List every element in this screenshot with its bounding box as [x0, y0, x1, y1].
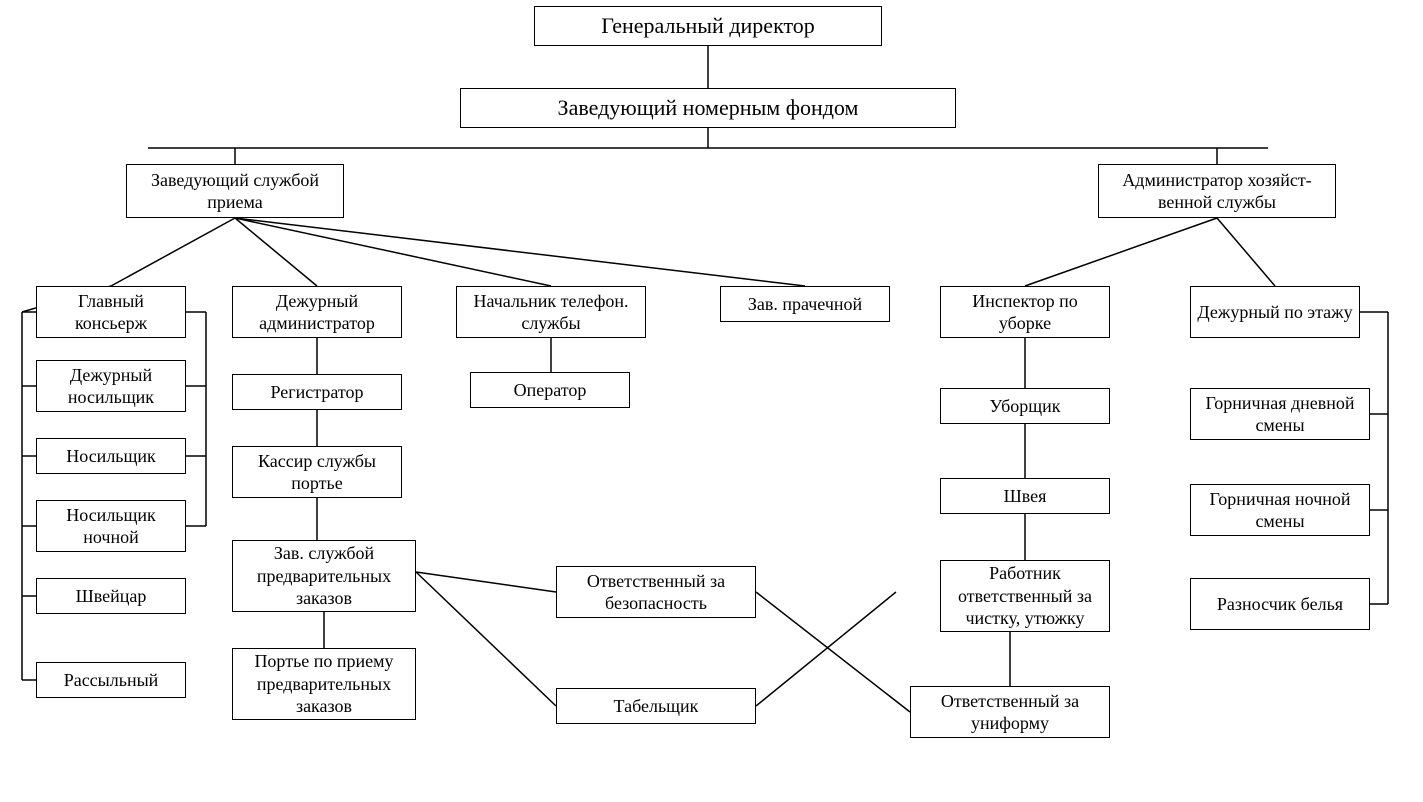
org-node-n22: Ответственный за униформу	[910, 686, 1110, 738]
org-node-n16: Оператор	[470, 372, 630, 408]
org-node-n10: Дежурный администратор	[232, 286, 402, 338]
org-node-n5: Дежурный носильщик	[36, 360, 186, 412]
org-node-n24: Горничная дневной смены	[1190, 388, 1370, 440]
org-node-n19: Уборщик	[940, 388, 1110, 424]
org-node-n3: Администратор хозяйст-венной службы	[1098, 164, 1336, 218]
org-node-n7: Носильщик ночной	[36, 500, 186, 552]
org-node-n23: Дежурный по этажу	[1190, 286, 1360, 338]
org-node-n27: Ответственный за безопасность	[556, 566, 756, 618]
org-node-n20: Швея	[940, 478, 1110, 514]
org-node-n25: Горничная ночной смены	[1190, 484, 1370, 536]
org-node-n2: Заведующий службой приема	[126, 164, 344, 218]
org-node-n9: Рассыльный	[36, 662, 186, 698]
org-node-n12: Кассир службы портье	[232, 446, 402, 498]
org-node-n15: Начальник телефон. службы	[456, 286, 646, 338]
org-node-n21: Работник ответственный за чистку, утюжку	[940, 560, 1110, 632]
org-node-n18: Инспектор по уборке	[940, 286, 1110, 338]
org-node-n17: Зав. прачечной	[720, 286, 890, 322]
org-node-n4: Главный консьерж	[36, 286, 186, 338]
org-node-n11: Регистратор	[232, 374, 402, 410]
org-node-n8: Швейцар	[36, 578, 186, 614]
org-node-n26: Разносчик белья	[1190, 578, 1370, 630]
org-node-n14: Портье по приему предварительных заказов	[232, 648, 416, 720]
org-node-n28: Табельщик	[556, 688, 756, 724]
org-node-n1: Заведующий номерным фондом	[460, 88, 956, 128]
org-node-n6: Носильщик	[36, 438, 186, 474]
org-node-n13: Зав. службой предварительных заказов	[232, 540, 416, 612]
org-node-n0: Генеральный директор	[534, 6, 882, 46]
